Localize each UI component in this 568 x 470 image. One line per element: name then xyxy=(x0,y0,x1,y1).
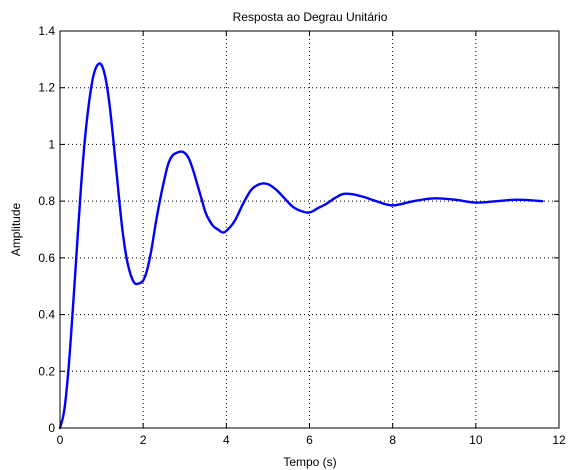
chart-title: Resposta ao Degrau Unitário xyxy=(233,10,388,24)
y-tick-label: 0.6 xyxy=(38,251,55,265)
series-layer xyxy=(58,62,544,430)
y-tick-label: 1 xyxy=(48,137,55,151)
step-response-line xyxy=(58,62,544,430)
x-tick-label: 8 xyxy=(389,433,396,447)
y-tick-label: 0.8 xyxy=(38,194,55,208)
y-axis-label: Amplitude xyxy=(9,203,23,257)
y-tick-label: 1.4 xyxy=(38,24,55,38)
y-tick-label: 1.2 xyxy=(38,81,55,95)
x-axis-tick-labels: 0 2 4 6 8 10 12 xyxy=(57,433,566,447)
x-tick-label: 0 xyxy=(57,433,64,447)
x-tick-label: 12 xyxy=(552,433,566,447)
y-tick-label: 0.2 xyxy=(38,364,55,378)
plot-area xyxy=(60,31,559,428)
y-tick-label: 0.4 xyxy=(38,308,55,322)
x-axis-label: Tempo (s) xyxy=(283,455,336,469)
x-tick-label: 4 xyxy=(223,433,230,447)
x-tick-label: 10 xyxy=(469,433,483,447)
plot-frame xyxy=(59,30,560,429)
y-axis-tick-labels: 0 0.2 0.4 0.6 0.8 1 1.2 1.4 xyxy=(38,24,55,435)
y-tick-label: 0 xyxy=(48,421,55,435)
x-tick-label: 6 xyxy=(306,433,313,447)
x-tick-label: 2 xyxy=(140,433,147,447)
